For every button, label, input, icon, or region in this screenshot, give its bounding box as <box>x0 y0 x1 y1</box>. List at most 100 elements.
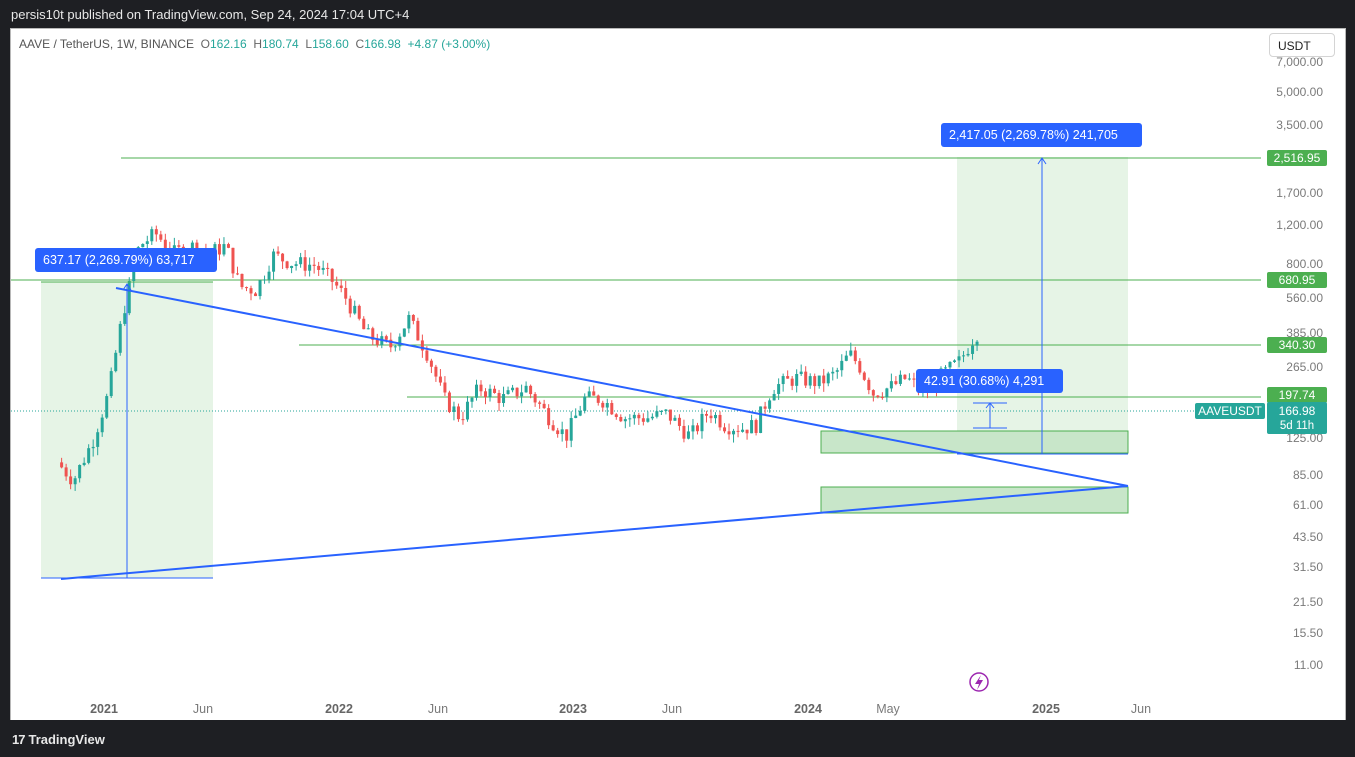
candle-body <box>222 244 226 255</box>
candle-body <box>484 391 488 398</box>
candle-body <box>73 478 77 485</box>
candle-body <box>971 345 975 354</box>
candle-body <box>163 239 167 248</box>
candle-body <box>759 406 763 433</box>
x-tick-label: Jun <box>428 702 448 716</box>
candle-body <box>429 360 433 367</box>
candle-body <box>82 462 86 465</box>
candle-body <box>290 265 294 269</box>
measure-arrowhead-small <box>985 402 995 409</box>
price-label-box <box>1267 387 1327 403</box>
candle-body <box>957 356 961 361</box>
low-key: L <box>305 37 313 51</box>
candle-body <box>664 409 668 412</box>
x-tick-label: 2023 <box>559 702 587 716</box>
candle-body <box>556 430 560 435</box>
candle-body <box>610 403 614 415</box>
candle-body <box>641 418 645 422</box>
candle-body <box>867 379 871 391</box>
candle-body <box>407 314 411 329</box>
candle-body <box>245 287 249 289</box>
candle-body <box>226 244 230 248</box>
candle-body <box>804 371 808 386</box>
candle-body <box>132 266 136 282</box>
symbol-tag-text: AAVEUSDT <box>1198 404 1262 418</box>
last-price-countdown: 5d 11h <box>1280 420 1314 432</box>
candle-body <box>605 403 609 408</box>
candle-body <box>312 264 316 266</box>
candle-body <box>583 396 587 411</box>
candle-body <box>249 288 253 294</box>
candle-body <box>655 411 659 417</box>
price-label-text: 680.95 <box>1279 273 1316 287</box>
candle-body <box>177 245 181 247</box>
candle-body <box>479 384 483 392</box>
x-tick-label: Jun <box>1131 702 1151 716</box>
price-label-text: 197.74 <box>1279 388 1316 402</box>
measure-label-box <box>916 369 1063 393</box>
candle-body <box>853 350 857 362</box>
ascending-trendline <box>60 485 1129 580</box>
ohlc-legend: AAVE / TetherUS, 1W, BINANCE O162.16 H18… <box>19 37 490 51</box>
candle-body <box>474 384 478 398</box>
measure-label-text: 637.17 (2,269.79%) 63,717 <box>43 253 195 267</box>
high-value: 180.74 <box>262 37 299 51</box>
y-tick-label: 1,200.00 <box>1276 218 1323 232</box>
candle-body <box>799 371 803 374</box>
candle-body <box>844 355 848 361</box>
candle-body <box>217 244 221 255</box>
candle-body <box>614 414 618 417</box>
candle-body <box>470 397 474 402</box>
descending-trendline <box>115 287 1129 487</box>
open-key: O <box>200 37 210 51</box>
candle-body <box>736 430 740 432</box>
candle-body <box>393 346 397 348</box>
candle-body <box>894 381 898 384</box>
candle-body <box>371 328 375 340</box>
candle-body <box>714 414 718 419</box>
price-chart[interactable]: 637.17 (2,269.79%) 63,717 2,417.05 (2,269… <box>11 29 1345 720</box>
candle-body <box>691 425 695 432</box>
y-tick-label: 85.00 <box>1293 468 1323 482</box>
candle-body <box>488 388 492 398</box>
candle-body <box>596 395 600 403</box>
candle-body <box>520 392 524 397</box>
close-key: C <box>355 37 365 51</box>
measure-label-text: 42.91 (30.68%) 4,291 <box>924 374 1044 388</box>
candle-body <box>461 419 465 421</box>
candle-body <box>263 279 267 281</box>
candle-body <box>240 273 244 288</box>
candle-body <box>745 429 749 434</box>
candle-body <box>817 375 821 387</box>
candle-body <box>420 340 424 351</box>
candle-body <box>948 361 952 368</box>
candle-body <box>321 267 325 270</box>
x-tick-label: Jun <box>193 702 213 716</box>
close-value: 166.98 <box>364 37 401 51</box>
candle-body <box>858 361 862 373</box>
candle-body <box>772 393 776 401</box>
currency-select-button[interactable]: USDT <box>1269 33 1335 57</box>
chart-frame[interactable]: 637.17 (2,269.79%) 63,717 2,417.05 (2,269… <box>10 28 1346 721</box>
candle-body <box>623 419 627 422</box>
candle-body <box>150 229 154 242</box>
candle-body <box>398 336 402 347</box>
brand-name: TradingView <box>28 732 105 747</box>
tradingview-logo[interactable]: 17 TradingView <box>12 732 105 747</box>
support-box-upper <box>820 430 1129 454</box>
x-tick-label: 2025 <box>1032 702 1060 716</box>
candle-body <box>840 360 844 371</box>
candle-body <box>317 265 321 270</box>
candle-body <box>835 370 839 372</box>
candle-body <box>677 417 681 426</box>
candle-body <box>353 305 357 314</box>
candle-body <box>127 281 131 314</box>
price-label-text: 340.30 <box>1279 338 1316 352</box>
candle-body <box>592 391 596 396</box>
candle-body <box>862 372 866 380</box>
last-price-value: 166.98 <box>1279 404 1316 418</box>
candle-body <box>831 371 835 374</box>
candle-body <box>871 390 875 396</box>
candle-body <box>145 241 149 244</box>
candle-body <box>808 376 812 386</box>
